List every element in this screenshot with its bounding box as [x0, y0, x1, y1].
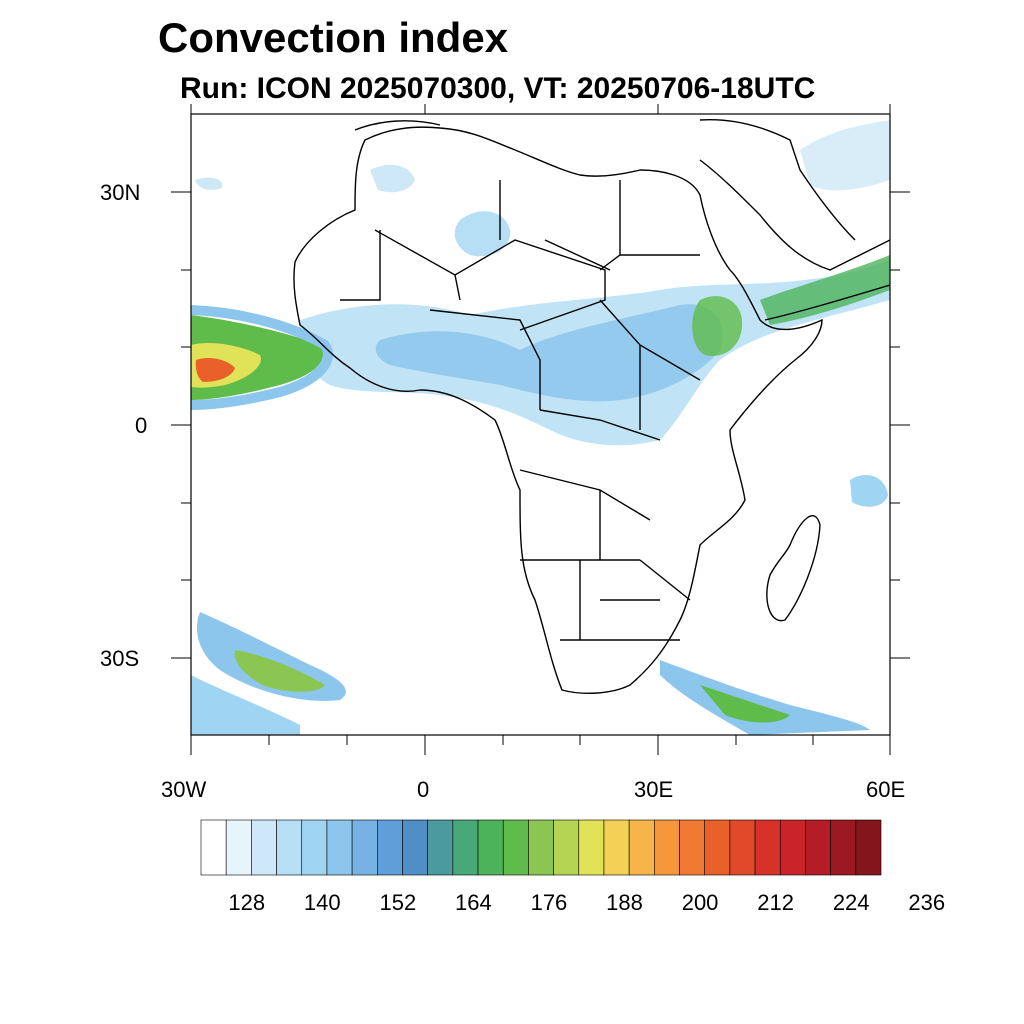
colorbar-swatch	[779, 819, 806, 876]
south-indian-core	[700, 685, 790, 723]
colorbar-swatch	[830, 819, 857, 876]
colorbar-tick-label: 224	[832, 890, 870, 915]
internal-borders	[340, 180, 701, 641]
colorbar-tick-label: 164	[455, 890, 492, 915]
small-cell-1	[195, 177, 223, 190]
atlantic-plume-peak	[195, 357, 235, 382]
mideast-cells	[800, 120, 890, 191]
madagascar	[766, 515, 821, 622]
map-subtitle: Run: ICON 2025070300, VT: 20250706-18UTC	[180, 72, 816, 105]
coastlines	[293, 118, 890, 694]
itcz-core	[375, 304, 723, 402]
colorbar-swatch	[528, 819, 554, 876]
lon-label-0: 0	[417, 777, 430, 802]
colorbar-swatch	[251, 819, 277, 876]
colorbar	[200, 819, 882, 876]
colorbar-swatch	[351, 819, 378, 876]
colorbar-swatch	[603, 819, 630, 876]
map-title: Convection index	[158, 14, 509, 61]
indian-ocean-cell	[850, 475, 888, 507]
colorbar-tick-label: 128	[228, 890, 266, 915]
colorbar-swatch	[704, 819, 731, 876]
lon-label-30e: 30E	[634, 777, 674, 802]
lat-label-30n: 30N	[100, 180, 141, 205]
colorbar-swatch	[729, 819, 756, 876]
arabia-south-coast	[764, 284, 890, 321]
colorbar-swatch	[502, 819, 529, 876]
south-atlantic-lower	[191, 675, 300, 735]
colorbar-swatch	[754, 819, 781, 876]
mediterranean-coast	[354, 118, 856, 241]
south-atlantic-core	[234, 650, 325, 692]
lat-label-30s: 30S	[100, 646, 140, 671]
colorbar-swatch	[225, 819, 252, 876]
colorbar-swatch	[276, 819, 303, 876]
colorbar-swatch	[654, 819, 680, 876]
colorbar-swatch	[402, 819, 428, 876]
colorbar-tick-label: 140	[303, 890, 341, 915]
colorbar-swatch	[679, 819, 706, 876]
colorbar-tick-label: 200	[681, 890, 719, 915]
arabia-coast	[699, 159, 890, 271]
south-indian-band	[660, 660, 870, 735]
colorbar-swatch	[578, 819, 605, 876]
colorbar-swatch	[855, 819, 882, 876]
colorbar-tick-label: 236	[908, 890, 946, 915]
lon-label-60e: 60E	[866, 777, 906, 802]
ethiopia-cell	[692, 296, 743, 356]
sahel-cells	[370, 164, 415, 193]
arabia-band	[760, 255, 890, 325]
lon-label-30w: 30W	[161, 777, 207, 802]
colorbar-swatch	[553, 819, 580, 876]
colorbar-swatch	[376, 819, 403, 876]
colorbar-swatch	[477, 819, 504, 876]
colorbar-tick-label: 176	[530, 890, 568, 915]
sahara-cells	[454, 211, 511, 257]
colorbar-tick-label: 212	[757, 890, 794, 915]
colorbar-swatch	[427, 819, 454, 876]
atlantic-plume-outer	[191, 305, 333, 410]
lat-label-0: 0	[135, 413, 148, 438]
colorbar-swatch	[301, 819, 328, 876]
colorbar-tick-label: 188	[606, 890, 643, 915]
africa-coastline	[293, 126, 823, 694]
convection-field	[191, 120, 890, 735]
axis-ticks	[171, 104, 910, 755]
colorbar-swatch	[805, 819, 831, 876]
colorbar-swatch	[326, 819, 353, 876]
colorbar-tick-label: 152	[379, 890, 417, 915]
colorbar-swatch	[200, 819, 227, 876]
colorbar-swatch	[628, 819, 655, 876]
colorbar-swatch	[452, 819, 479, 876]
